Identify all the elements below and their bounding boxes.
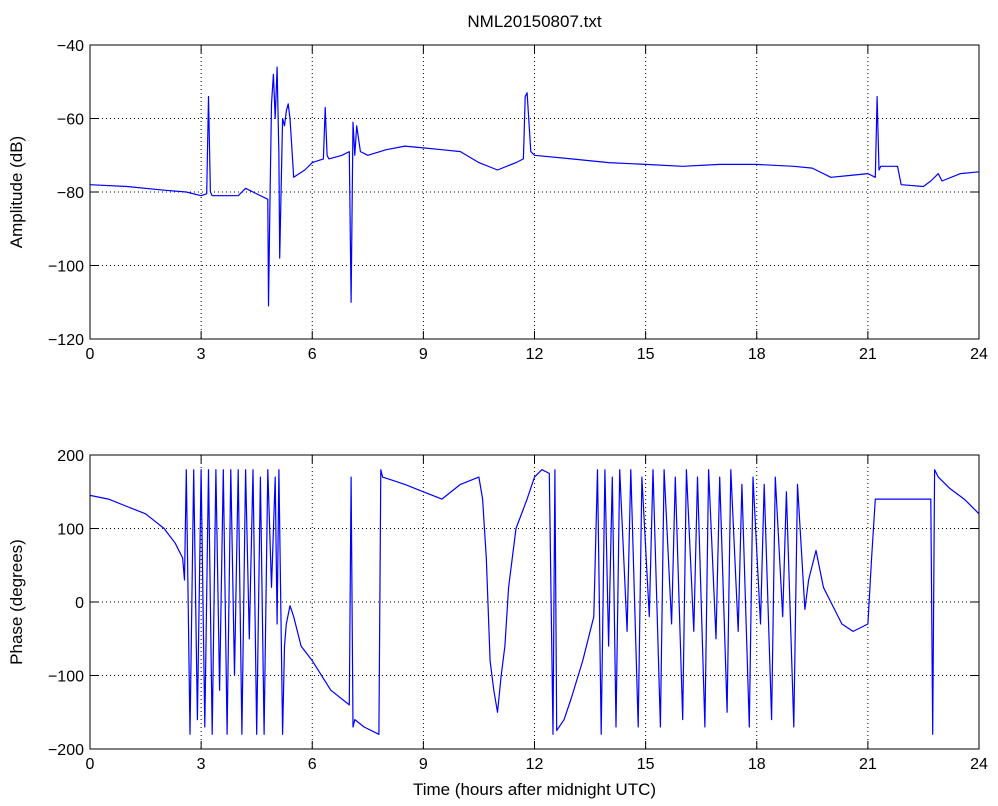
x-tick-label: 6 bbox=[308, 756, 317, 773]
x-tick-label: 12 bbox=[526, 756, 544, 773]
series-line bbox=[90, 66, 979, 307]
y-tick-label: 0 bbox=[75, 595, 84, 612]
y-tick-label: −60 bbox=[57, 112, 84, 129]
x-tick-label: 24 bbox=[970, 756, 988, 773]
x-tick-label: 0 bbox=[86, 756, 95, 773]
x-tick-label: 0 bbox=[86, 346, 95, 363]
x-tick-label: 18 bbox=[748, 346, 766, 363]
y-tick-label: 100 bbox=[57, 522, 84, 539]
x-tick-label: 12 bbox=[526, 346, 544, 363]
phase-plot: 0 3 6 9 12 15 18 21 24 −200 −100 0 100 200 Phase (degr… bbox=[7, 448, 988, 799]
axes-frame bbox=[89, 44, 980, 340]
axes-frame bbox=[89, 454, 980, 750]
y-tick-label: −120 bbox=[48, 332, 84, 349]
x-tick-label: 6 bbox=[308, 346, 317, 363]
y-axis-label: Amplitude (dB) bbox=[7, 136, 26, 248]
x-axis-label: Time (hours after midnight UTC) bbox=[413, 780, 656, 799]
x-tick-label: 21 bbox=[859, 346, 877, 363]
x-tick-label: 15 bbox=[637, 346, 655, 363]
x-tick-label: 9 bbox=[419, 346, 428, 363]
x-tick-label: 18 bbox=[748, 756, 766, 773]
x-tick-label: 24 bbox=[970, 346, 988, 363]
grid bbox=[90, 45, 979, 339]
y-tick-label: −200 bbox=[48, 742, 84, 759]
x-tick-label: 3 bbox=[197, 346, 206, 363]
y-tick-label: −100 bbox=[48, 259, 84, 276]
x-tick-label: 21 bbox=[859, 756, 877, 773]
x-tick-label: 9 bbox=[419, 756, 428, 773]
x-tick-label: 15 bbox=[637, 756, 655, 773]
y-tick-label: −40 bbox=[57, 38, 84, 55]
y-tick-label: −100 bbox=[48, 669, 84, 686]
y-tick-label: −80 bbox=[57, 185, 84, 202]
amplitude-plot: 0 3 6 9 12 15 18 21 24 −120 −100 −80 −60 −40 NML201508… bbox=[7, 12, 988, 363]
y-tick-label: 200 bbox=[57, 448, 84, 465]
series-line bbox=[90, 469, 979, 735]
y-axis-label: Phase (degrees) bbox=[7, 539, 26, 665]
chart-title: NML20150807.txt bbox=[467, 12, 601, 31]
x-tick-label: 3 bbox=[197, 756, 206, 773]
